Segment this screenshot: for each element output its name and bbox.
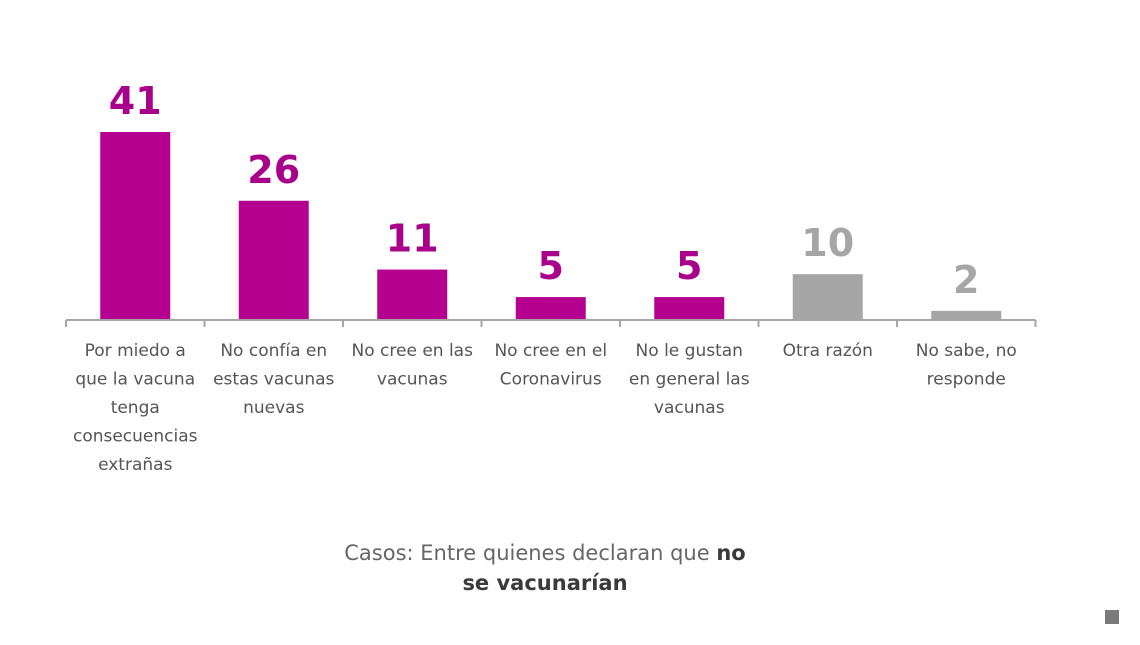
- category-label-line: en general las: [629, 370, 750, 390]
- bar-value-label: 2: [953, 258, 979, 302]
- category-label: No sabe, no responde: [916, 341, 1017, 390]
- bar-value-label: 10: [801, 221, 854, 265]
- category-labels-layer: Por miedo a que la vacuna tenga consecuenci…: [73, 341, 1017, 475]
- category-label: Otra razón: [783, 341, 873, 361]
- category-label-line: extrañas: [98, 455, 172, 475]
- bar-chart: 41 26 11 5 5 10 2 Por miedo a que la vacuna teng…: [65, 79, 1037, 475]
- category-label: No confía en estas vacunas nuevas: [213, 341, 334, 418]
- footnote-line-2: se vacunarían: [462, 571, 628, 595]
- x-axis: [65, 319, 1037, 327]
- category-label-line: nuevas: [243, 398, 304, 418]
- category-label-line: Coronavirus: [500, 370, 602, 390]
- bar-value-label: 5: [538, 244, 564, 288]
- category-label-line: tenga: [111, 398, 160, 418]
- category-label: No cree en el Coronavirus: [494, 341, 607, 390]
- category-label-line: que la vacuna: [75, 370, 195, 390]
- bar-value-label: 41: [109, 79, 162, 123]
- footnote-bold-no: no: [716, 541, 746, 565]
- category-label-line: No sabe, no: [916, 341, 1017, 361]
- category-label-line: No le gustan: [636, 341, 743, 361]
- category-label-line: No confía en: [220, 341, 327, 361]
- corner-square-icon: [1105, 610, 1119, 624]
- category-label-line: vacunas: [654, 398, 725, 418]
- value-labels-layer: 41 26 11 5 5 10 2: [109, 79, 980, 302]
- bars-layer: [100, 132, 1002, 320]
- bar: [931, 310, 1002, 320]
- category-label-line: vacunas: [377, 370, 448, 390]
- bar: [377, 269, 448, 320]
- category-label-line: No cree en las: [352, 341, 474, 361]
- category-label-line: Por miedo a: [85, 341, 186, 361]
- bar: [654, 297, 725, 320]
- bar: [238, 200, 309, 320]
- bar: [100, 132, 171, 320]
- category-label: No cree en las vacunas: [352, 341, 474, 390]
- category-label: No le gustan en general las vacunas: [629, 341, 750, 418]
- category-label-line: Otra razón: [783, 341, 873, 361]
- category-label-line: consecuencias: [73, 427, 198, 447]
- category-label-line: estas vacunas: [213, 370, 334, 390]
- category-label-line: No cree en el: [494, 341, 607, 361]
- category-label: Por miedo a que la vacuna tenga consecuenci…: [73, 341, 198, 475]
- bar: [792, 274, 863, 320]
- cases-footnote: Casos: Entre quienes declaran que no se …: [0, 538, 1090, 598]
- footnote-prefix: Casos: Entre quienes declaran que: [344, 541, 717, 565]
- bar-value-label: 5: [676, 244, 702, 288]
- bar-value-label: 26: [247, 148, 300, 192]
- bar-value-label: 11: [386, 217, 439, 261]
- footnote-line-1: Casos: Entre quienes declaran que no: [0, 538, 1090, 568]
- bar: [515, 297, 586, 320]
- category-label-line: responde: [927, 370, 1006, 390]
